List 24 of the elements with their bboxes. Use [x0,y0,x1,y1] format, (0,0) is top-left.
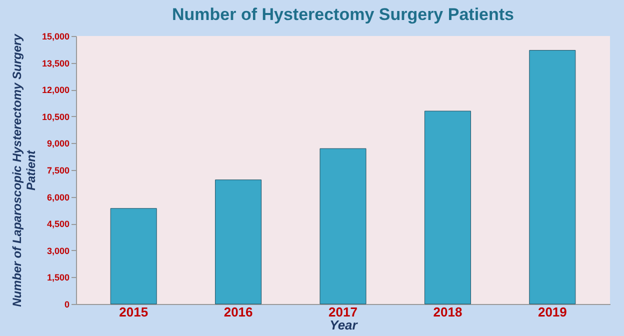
bar [320,148,366,304]
y-tick-label: 6,000 [46,192,70,202]
y-tick-label: 15,000 [42,32,70,42]
bar [110,208,157,304]
x-tick-label: 2019 [538,304,567,320]
chart-title: Number of Hysterectomy Surgery Patients [172,5,514,24]
x-tick-label: 2017 [328,304,358,320]
y-tick-label: 10,500 [42,112,70,122]
x-tick-label: 2018 [433,304,462,320]
y-tick-label: 7,500 [46,166,70,176]
x-axis-title: Year [330,318,358,332]
y-tick-label: 4,500 [46,219,70,230]
y-axis-title: Number of Laparoscopic Hysterectomy Surgery Patient [10,32,38,307]
y-tick-label: 3,000 [46,246,70,256]
bar [529,50,576,304]
y-tick-label: 0 [64,300,70,310]
y-tick-label: 13,500 [42,58,70,68]
y-tick-label: 12,000 [42,85,70,96]
bar [215,180,262,304]
x-tick-label: 2016 [224,304,253,320]
y-tick-label: 1,500 [46,272,70,283]
bar [424,110,471,304]
x-tick-label: 2015 [119,304,148,320]
y-tick-label: 9,000 [46,138,70,149]
